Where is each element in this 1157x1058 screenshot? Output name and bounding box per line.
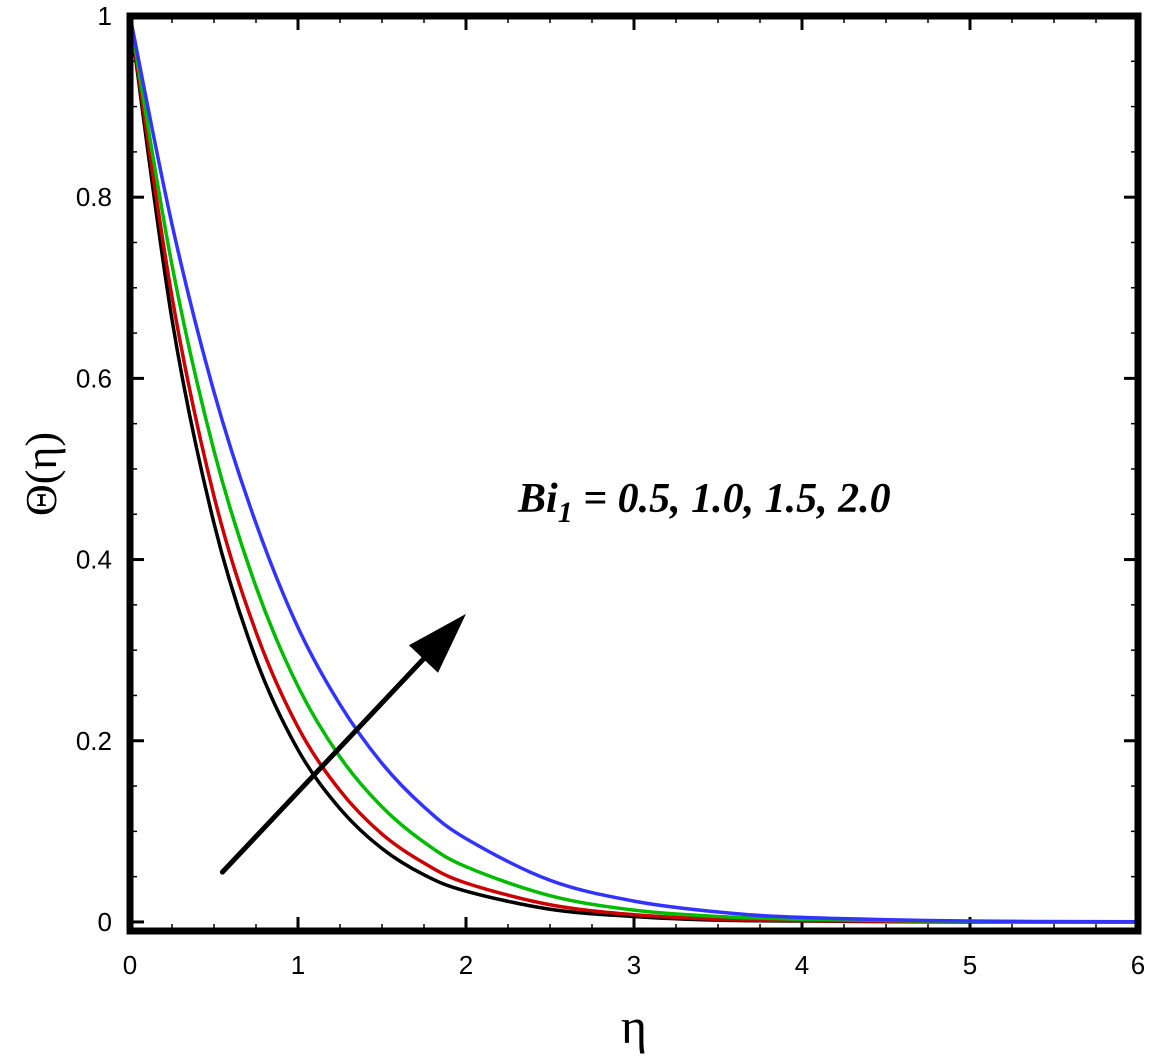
y-tick-label: 0 bbox=[98, 907, 112, 937]
x-tick-labels: 0 1 2 3 4 5 6 bbox=[123, 950, 1145, 980]
annotation-label-subscript: 1 bbox=[558, 496, 573, 529]
annotation-label: Bi1 = 0.5, 1.0, 1.5, 2.0 bbox=[517, 476, 891, 529]
x-tick-label: 2 bbox=[459, 950, 473, 980]
annotation-arrow bbox=[219, 613, 466, 875]
x-tick-label: 4 bbox=[795, 950, 809, 980]
x-tick-label: 1 bbox=[291, 950, 305, 980]
x-tick-label: 3 bbox=[627, 950, 641, 980]
series-line-1 bbox=[128, 15, 1139, 924]
annotation-label-main: Bi bbox=[517, 476, 558, 522]
y-tick-label: 0.6 bbox=[76, 363, 112, 393]
arrow-head bbox=[408, 613, 466, 673]
series-line-3 bbox=[128, 15, 1139, 924]
annotation-label-rest: = 0.5, 1.0, 1.5, 2.0 bbox=[573, 476, 891, 522]
y-tick-label: 0.4 bbox=[76, 545, 112, 575]
major-ticks bbox=[128, 14, 1140, 931]
series-line-4 bbox=[128, 15, 1139, 924]
x-tick-label: 0 bbox=[123, 950, 137, 980]
minor-ticks bbox=[130, 16, 1138, 931]
arrow-shaft bbox=[219, 656, 426, 875]
series-layer bbox=[128, 15, 1139, 924]
y-tick-label: 0.2 bbox=[76, 726, 112, 756]
y-tick-label: 0.8 bbox=[76, 182, 112, 212]
x-tick-label: 6 bbox=[1131, 950, 1145, 980]
y-tick-label: 1 bbox=[98, 1, 112, 31]
x-tick-label: 5 bbox=[963, 950, 977, 980]
y-tick-labels: 0 0.2 0.4 0.6 0.8 1 bbox=[76, 1, 112, 937]
x-axis-title: η bbox=[621, 998, 647, 1054]
series-line-2 bbox=[128, 15, 1139, 924]
y-axis-title: Θ(η) bbox=[17, 432, 66, 516]
plot-frame bbox=[126, 12, 1142, 935]
